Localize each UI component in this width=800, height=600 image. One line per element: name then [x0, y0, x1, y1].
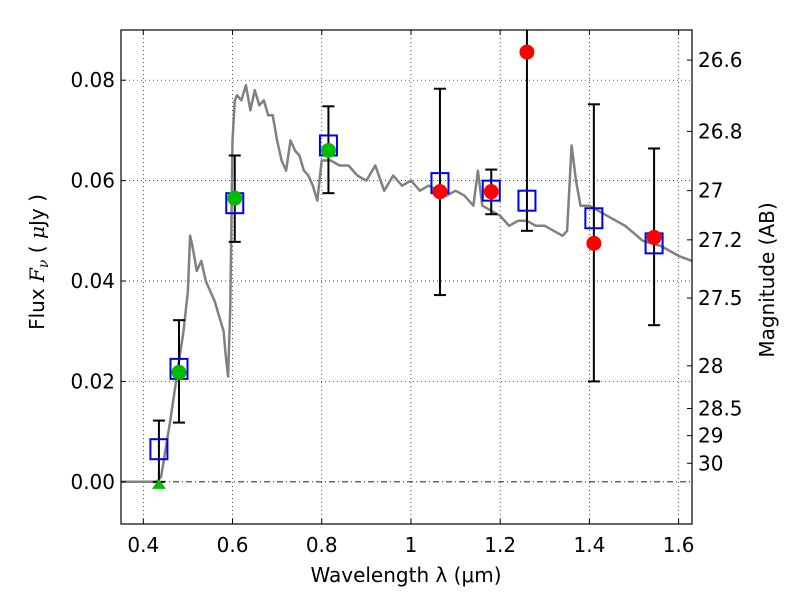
right-tick-label: 26.8 [698, 119, 743, 143]
x-axis-label: Wavelength λ (μm) [310, 563, 501, 587]
model-sed-line [121, 83, 692, 484]
x-tick-label: 1.2 [484, 533, 516, 557]
right-tick-label: 27 [698, 179, 723, 203]
y-tick-label: 0.08 [70, 68, 115, 92]
red-data-point [586, 235, 602, 251]
x-axis: 0.4 0.6 0.8 1 1.2 1.4 1.6 [127, 30, 695, 557]
y-axis-label-symbol: F [25, 267, 49, 283]
model-photometry-square [517, 189, 537, 212]
grid-lines [121, 30, 692, 524]
y-axis-label-flux: Flux [25, 282, 49, 330]
y-tick-label: 0.06 [70, 169, 115, 193]
right-tick-label: 27.2 [698, 228, 743, 252]
y-tick-label: 0.00 [70, 470, 115, 494]
y-axis-label: Flux Fν ( μJy ) [25, 194, 52, 330]
x-tick-label: 0.4 [127, 533, 159, 557]
green-data-point [227, 190, 243, 206]
red-data-point [519, 44, 535, 60]
y-axis-label-mu: μ [25, 226, 49, 239]
right-tick-label: 27.5 [698, 286, 743, 310]
green-data-point [320, 142, 336, 158]
right-axis-label: Magnitude (AB) [755, 202, 779, 357]
y-axis-label-jy: Jy ) [25, 194, 49, 228]
x-tick-label: 1.6 [663, 533, 695, 557]
error-bars [152, 30, 661, 483]
model-photometry-square [584, 207, 604, 230]
right-tick-label: 26.6 [698, 48, 743, 72]
data-markers [149, 44, 664, 489]
model-photometry-square [149, 438, 169, 461]
red-data-point [432, 184, 448, 200]
right-tick-label: 28 [698, 354, 723, 378]
plot-frame [120, 29, 693, 525]
right-tick-label: 30 [698, 451, 723, 475]
x-tick-label: 1.4 [573, 533, 605, 557]
y-tick-label: 0.04 [70, 269, 115, 293]
x-tick-label: 0.8 [306, 533, 338, 557]
y-tick-label: 0.02 [70, 369, 115, 393]
red-data-point [483, 184, 499, 200]
y-axis-left: 0.00 0.02 0.04 0.06 0.08 [70, 68, 126, 494]
y-axis-label-subscript: ν [36, 259, 52, 268]
red-data-point [646, 229, 662, 245]
x-tick-label: 1 [405, 533, 418, 557]
y-axis-right: 26.6 26.8 27 27.2 27.5 28 28.5 29 30 [687, 48, 743, 475]
upper-limit-triangle [151, 478, 166, 489]
green-data-point [171, 364, 187, 380]
y-axis-label-unit: ( [25, 239, 49, 260]
model-photometry-square [481, 179, 501, 202]
x-tick-label: 0.6 [217, 533, 249, 557]
right-tick-label: 29 [698, 424, 723, 448]
right-tick-label: 28.5 [698, 397, 743, 421]
